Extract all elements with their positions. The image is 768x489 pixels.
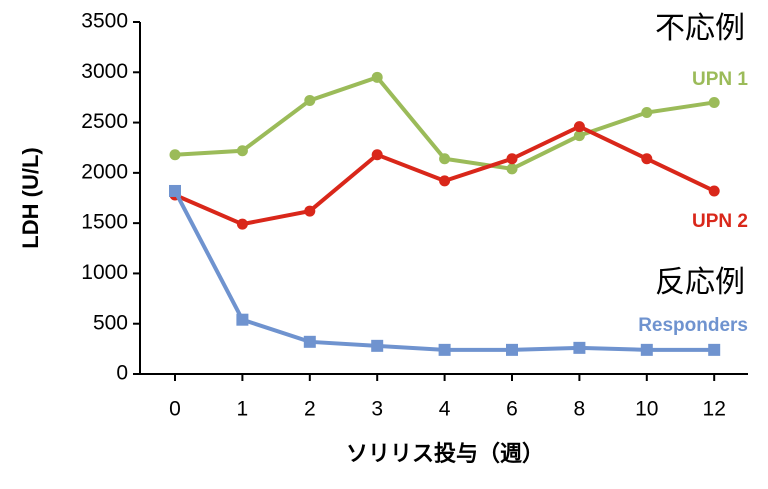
marker: [573, 121, 585, 133]
x-tick-label: 10: [635, 398, 658, 421]
x-tick-label: 8: [574, 398, 586, 421]
marker: [371, 339, 384, 352]
marker: [236, 218, 248, 230]
marker: [640, 343, 653, 356]
marker: [506, 343, 518, 356]
marker: [573, 341, 586, 354]
x-axis-title: ソリリス投与（週）: [346, 441, 544, 466]
marker: [371, 71, 383, 83]
marker: [641, 107, 653, 119]
marker: [303, 335, 316, 348]
x-tick-label: 2: [304, 398, 316, 421]
x-tick-label: 3: [371, 398, 383, 421]
marker: [708, 343, 721, 356]
marker: [506, 163, 518, 175]
y-tick-label: 3000: [81, 60, 128, 83]
x-tick-label: 1: [237, 398, 249, 421]
marker: [169, 149, 181, 161]
marker: [236, 313, 249, 326]
marker: [236, 145, 248, 157]
y-tick-label: 2000: [81, 160, 128, 183]
marker: [304, 205, 316, 217]
y-tick-label: 3500: [81, 10, 128, 33]
marker: [439, 175, 451, 187]
x-tick-label: 0: [169, 398, 181, 421]
y-tick-label: 0: [116, 362, 128, 385]
marker: [641, 153, 653, 165]
series-label: UPN 2: [692, 211, 748, 232]
x-tick-label: 12: [703, 398, 726, 421]
series-line: [173, 190, 715, 352]
y-tick-label: 1000: [81, 261, 128, 284]
marker: [439, 153, 451, 165]
marker: [304, 94, 316, 106]
x-tick-label: 4: [439, 398, 451, 421]
marker: [438, 343, 451, 356]
marker: [506, 153, 518, 165]
y-tick-label: 1500: [81, 211, 128, 234]
marker: [169, 184, 181, 197]
series-label: Responders: [638, 315, 748, 336]
y-axis-title: LDH (U/L): [18, 147, 43, 248]
marker: [708, 96, 720, 108]
annotation: 不応例: [655, 12, 745, 45]
x-tick-label: 6: [506, 398, 518, 421]
marker: [371, 149, 383, 161]
marker: [708, 185, 720, 197]
marker: [573, 130, 585, 142]
y-tick-label: 2500: [81, 110, 128, 133]
annotation: 反応例: [655, 266, 745, 299]
y-tick-label: 500: [93, 311, 128, 334]
series-label: UPN 1: [692, 69, 748, 90]
